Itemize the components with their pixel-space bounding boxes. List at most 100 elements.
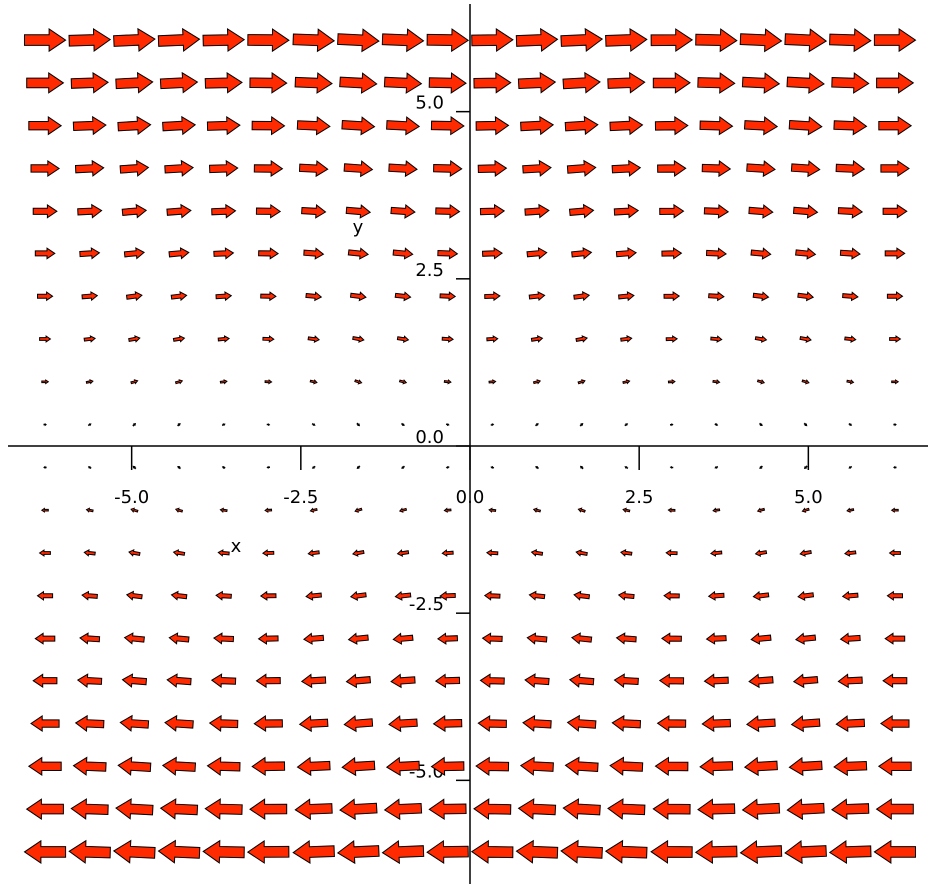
arrow bbox=[170, 590, 188, 601]
arrow bbox=[396, 335, 410, 343]
arrow bbox=[213, 632, 235, 645]
arrow bbox=[613, 203, 640, 219]
arrow bbox=[381, 28, 425, 53]
arrow bbox=[130, 507, 139, 513]
arrow bbox=[607, 798, 646, 820]
arrow bbox=[618, 291, 635, 302]
arrow bbox=[132, 465, 137, 470]
arrow bbox=[477, 159, 508, 177]
arrow bbox=[34, 247, 56, 260]
arrow bbox=[356, 422, 361, 427]
arrow bbox=[117, 115, 152, 136]
arrow bbox=[663, 590, 680, 601]
arrow bbox=[386, 116, 421, 136]
arrow bbox=[264, 507, 273, 513]
arrow bbox=[837, 673, 863, 689]
arrow bbox=[74, 714, 105, 732]
arrow bbox=[882, 673, 908, 689]
arrow bbox=[34, 632, 56, 645]
arrow bbox=[579, 465, 584, 470]
arrow bbox=[828, 840, 872, 865]
arrow bbox=[650, 28, 694, 53]
arrow bbox=[113, 27, 156, 52]
arrow bbox=[875, 798, 914, 820]
arrow bbox=[172, 549, 186, 557]
arrow bbox=[174, 379, 184, 385]
arrow bbox=[750, 632, 772, 645]
arrow bbox=[488, 507, 497, 513]
arrow bbox=[658, 673, 685, 689]
arrow bbox=[799, 549, 812, 557]
arrow bbox=[790, 160, 821, 178]
arrow bbox=[43, 465, 47, 470]
arrow bbox=[339, 798, 378, 821]
arrow bbox=[752, 291, 770, 302]
arrow bbox=[880, 714, 910, 733]
arrow bbox=[663, 291, 681, 302]
arrow bbox=[797, 590, 815, 601]
arrow bbox=[74, 159, 105, 177]
arrow bbox=[159, 71, 199, 94]
arrow bbox=[848, 465, 853, 469]
arrow bbox=[475, 756, 510, 776]
arrow bbox=[40, 507, 49, 513]
arrow bbox=[72, 756, 107, 776]
x-tick-label: 5.0 bbox=[794, 487, 823, 508]
arrow bbox=[886, 291, 904, 302]
arrow bbox=[211, 203, 237, 219]
arrow bbox=[311, 422, 316, 426]
arrow bbox=[307, 549, 320, 557]
arrow bbox=[604, 839, 648, 864]
arrow bbox=[752, 590, 770, 601]
arrow bbox=[799, 335, 812, 343]
arrow bbox=[530, 549, 544, 557]
arrow bbox=[477, 714, 507, 732]
arrow bbox=[484, 291, 501, 302]
arrow bbox=[352, 549, 365, 557]
arrow bbox=[253, 159, 284, 178]
arrow bbox=[213, 247, 235, 260]
arrow bbox=[296, 116, 331, 136]
arrow bbox=[39, 335, 52, 343]
arrow bbox=[125, 590, 143, 601]
arrow bbox=[519, 756, 554, 776]
arrow bbox=[611, 714, 642, 732]
x-tick-label: 2.5 bbox=[625, 487, 654, 508]
arrow bbox=[839, 247, 861, 260]
arrow bbox=[336, 840, 380, 865]
arrow bbox=[566, 714, 597, 732]
arrow bbox=[743, 756, 778, 777]
arrow bbox=[161, 756, 197, 776]
arrow bbox=[349, 291, 367, 302]
arrow bbox=[210, 673, 237, 688]
arrow bbox=[714, 465, 719, 469]
arrow bbox=[294, 72, 333, 94]
arrow bbox=[617, 590, 635, 601]
arrow bbox=[81, 590, 98, 601]
arrow bbox=[654, 756, 689, 776]
arrow bbox=[792, 204, 819, 219]
arrow bbox=[123, 632, 145, 645]
arrow bbox=[528, 291, 546, 302]
arrow bbox=[528, 590, 546, 601]
arrow bbox=[25, 798, 64, 820]
arrow bbox=[607, 71, 646, 94]
arrow bbox=[27, 756, 62, 777]
arrow bbox=[128, 549, 141, 557]
arrow bbox=[264, 379, 273, 385]
arrow bbox=[526, 247, 548, 260]
arrow bbox=[848, 423, 853, 426]
arrow bbox=[70, 71, 109, 94]
arrow bbox=[76, 673, 103, 688]
arrow bbox=[266, 423, 271, 426]
x-tick-label: 0.0 bbox=[456, 487, 485, 508]
arrow bbox=[443, 379, 452, 385]
arrow bbox=[564, 115, 599, 136]
arrow bbox=[206, 756, 241, 776]
arrow bbox=[68, 27, 112, 52]
arrow bbox=[710, 549, 723, 557]
arrow bbox=[795, 632, 817, 645]
arrow bbox=[157, 839, 201, 864]
arrow bbox=[615, 247, 637, 260]
